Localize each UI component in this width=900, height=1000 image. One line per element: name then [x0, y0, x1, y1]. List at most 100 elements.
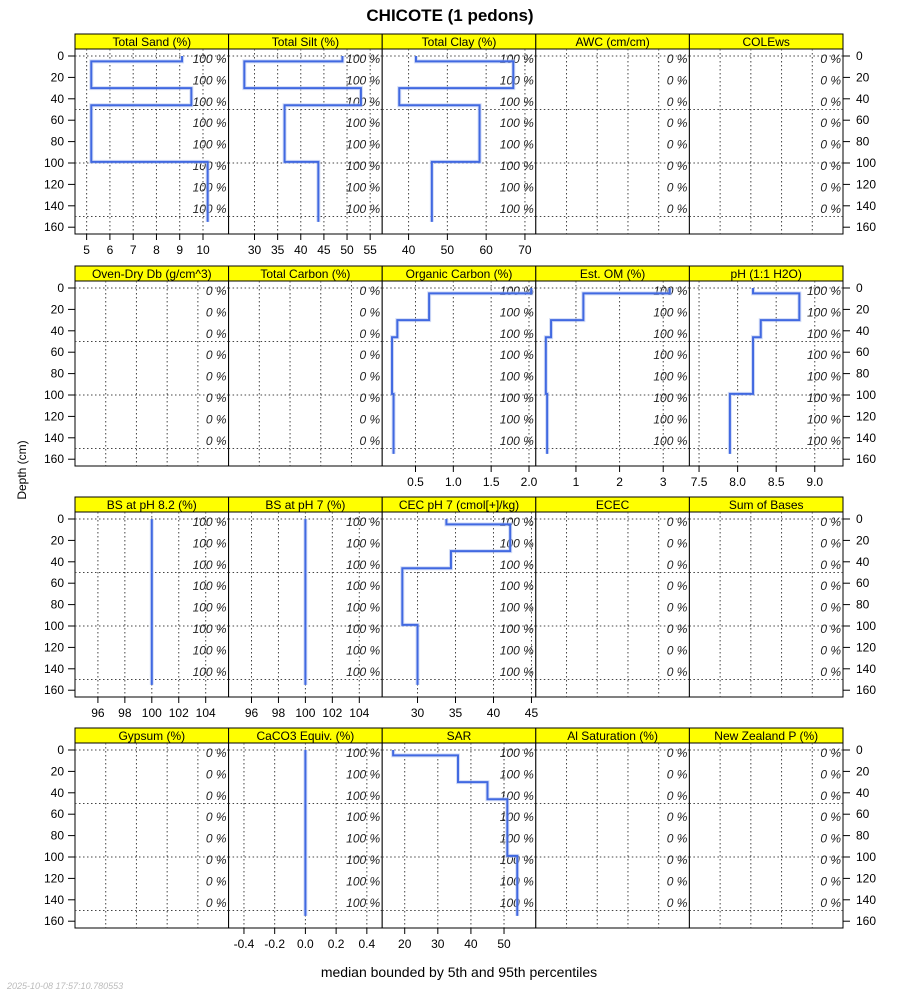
y-tick-label: 60 — [856, 113, 870, 127]
x-tick-label: 40 — [402, 243, 416, 257]
x-tick-label: 102 — [169, 706, 189, 720]
percent-label: 0 % — [820, 180, 841, 194]
panel-title: Oven-Dry Db (g/cm^3) — [92, 267, 212, 281]
x-tick-label: 0.5 — [407, 475, 424, 489]
percent-label: 0 % — [360, 412, 381, 426]
percent-label: 0 % — [820, 665, 841, 679]
median-profile-line — [392, 750, 519, 916]
y-tick-label: 20 — [51, 302, 65, 316]
y-tick-label: 60 — [856, 576, 870, 590]
percent-label: 100 % — [193, 73, 227, 87]
percent-label: 100 % — [500, 579, 534, 593]
panel-title: New Zealand P (%) — [714, 729, 818, 743]
y-tick-label: 120 — [44, 409, 64, 423]
percent-label: 0 % — [667, 180, 688, 194]
y-tick-label: 160 — [44, 220, 64, 234]
y-tick-label: 80 — [51, 135, 65, 149]
x-tick-label: 96 — [245, 706, 259, 720]
percent-label: 100 % — [193, 579, 227, 593]
panel-plot-area — [535, 280, 690, 467]
x-tick-label: 100 — [142, 706, 162, 720]
percent-label: 0 % — [820, 138, 841, 152]
percent-label: 100 % — [193, 622, 227, 636]
percent-label: 100 % — [193, 52, 227, 66]
y-tick-label: 140 — [44, 893, 64, 907]
percent-label: 100 % — [346, 180, 380, 194]
percent-label: 0 % — [206, 348, 227, 362]
percent-label: 100 % — [500, 665, 534, 679]
percent-label: 100 % — [500, 434, 534, 448]
panel-plot-area — [381, 280, 537, 467]
panel-plot-area — [74, 280, 230, 467]
percent-label: 100 % — [346, 853, 380, 867]
median-profile-line — [90, 56, 209, 222]
percent-label: 0 % — [667, 767, 688, 781]
percent-label: 0 % — [820, 810, 841, 824]
panel-title: Total Silt (%) — [272, 35, 339, 49]
panels: Total Sand (%)100 %100 %100 %100 %100 %1… — [44, 33, 876, 951]
x-tick-label: 8 — [153, 243, 160, 257]
x-tick-label: 98 — [272, 706, 286, 720]
percent-label: 100 % — [193, 116, 227, 130]
percent-label: 0 % — [206, 832, 227, 846]
y-axis-label: Depth (cm) — [15, 440, 29, 499]
x-tick-label: 10 — [196, 243, 210, 257]
percent-label: 0 % — [667, 622, 688, 636]
percent-label: 0 % — [820, 95, 841, 109]
percent-label: 100 % — [346, 558, 380, 572]
y-tick-label: 120 — [856, 640, 876, 654]
percent-label: 0 % — [820, 52, 841, 66]
y-tick-label: 120 — [44, 177, 64, 191]
percent-label: 100 % — [500, 832, 534, 846]
x-tick-label: 7.5 — [691, 475, 708, 489]
panel-plot-area — [74, 742, 230, 929]
percent-label: 100 % — [500, 202, 534, 216]
y-tick-label: 20 — [51, 764, 65, 778]
y-tick-label: 160 — [44, 452, 64, 466]
y-tick-label: 40 — [51, 786, 65, 800]
percent-label: 100 % — [346, 116, 380, 130]
y-tick-label: 120 — [856, 871, 876, 885]
percent-label: 0 % — [667, 52, 688, 66]
percent-label: 100 % — [346, 767, 380, 781]
percent-label: 100 % — [193, 536, 227, 550]
percent-label: 100 % — [193, 515, 227, 529]
percent-label: 100 % — [807, 327, 841, 341]
panel-plot-area — [535, 742, 690, 929]
y-tick-label: 40 — [856, 555, 870, 569]
timestamp: 2025-10-08 17:57:10.780553 — [6, 981, 123, 991]
percent-label: 100 % — [807, 412, 841, 426]
percent-label: 100 % — [346, 601, 380, 615]
x-tick-label: 104 — [349, 706, 369, 720]
x-tick-label: 104 — [196, 706, 216, 720]
percent-label: 100 % — [500, 180, 534, 194]
y-tick-label: 160 — [856, 220, 876, 234]
percent-label: 0 % — [206, 896, 227, 910]
x-tick-label: 7 — [130, 243, 137, 257]
percent-label: 100 % — [500, 138, 534, 152]
percent-label: 0 % — [820, 746, 841, 760]
percent-label: 100 % — [500, 536, 534, 550]
percent-label: 0 % — [820, 896, 841, 910]
panel-title: ECEC — [596, 498, 630, 512]
percent-label: 0 % — [667, 832, 688, 846]
y-tick-label: 140 — [856, 199, 876, 213]
percent-label: 100 % — [807, 305, 841, 319]
panel-plot-area — [228, 48, 383, 235]
median-profile-line — [243, 56, 362, 222]
y-tick-label: 20 — [856, 764, 870, 778]
percent-label: 0 % — [820, 579, 841, 593]
x-tick-label: 40 — [487, 706, 501, 720]
x-tick-label: 40 — [294, 243, 308, 257]
x-tick-label: 70 — [518, 243, 532, 257]
y-tick-label: 100 — [44, 156, 64, 170]
percent-label: 0 % — [820, 601, 841, 615]
percent-label: 100 % — [346, 643, 380, 657]
percent-label: 100 % — [346, 159, 380, 173]
y-tick-label: 80 — [51, 829, 65, 843]
x-tick-label: 50 — [340, 243, 354, 257]
y-tick-label: 60 — [51, 113, 65, 127]
percent-label: 100 % — [500, 73, 534, 87]
y-tick-label: 160 — [44, 683, 64, 697]
